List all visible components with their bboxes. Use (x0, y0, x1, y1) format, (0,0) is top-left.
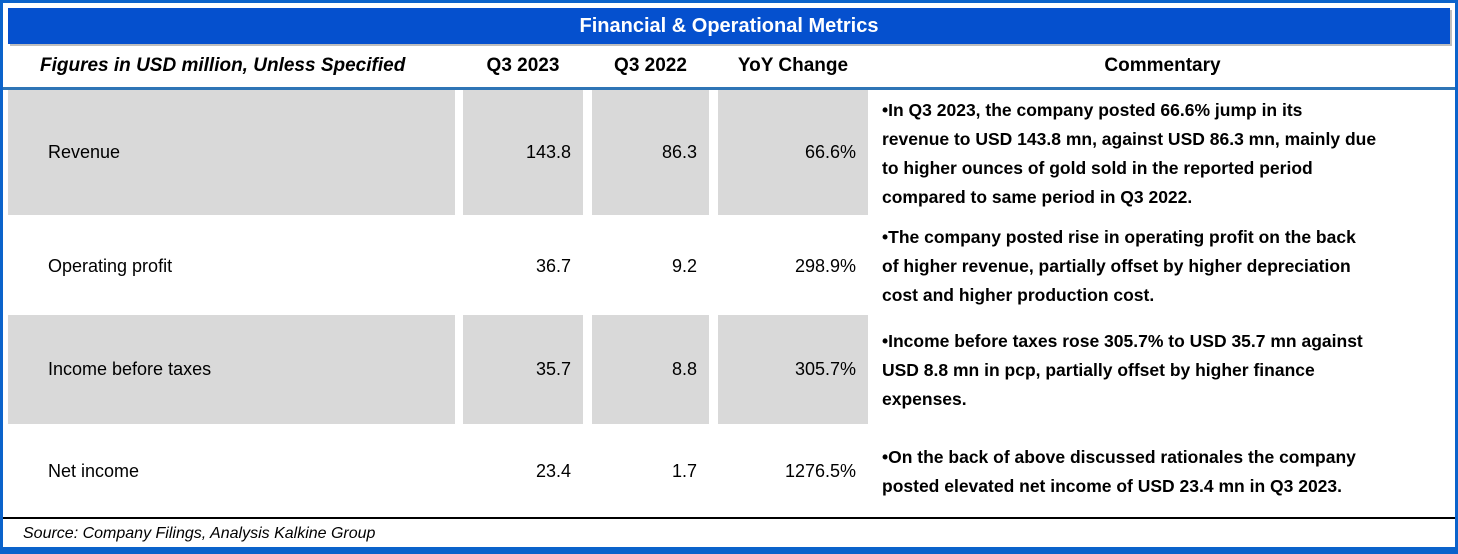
column-gap (583, 90, 592, 217)
value-q3-2022: 86.3 (592, 90, 709, 217)
value-q3-2023: 36.7 (535, 255, 571, 276)
table-title-bar: Financial & Operational Metrics (8, 8, 1450, 44)
column-gap (583, 426, 592, 517)
commentary-text: •On the back of above discussed rational… (882, 446, 1356, 496)
header-commentary: Commentary (1104, 54, 1221, 76)
column-gap (583, 315, 592, 426)
value-yoy-change: 305.7% (718, 315, 868, 426)
column-gap (455, 315, 463, 426)
column-gap (868, 315, 875, 426)
value-q3-2023: 35.7 (463, 315, 583, 426)
header-q3-2022: Q3 2022 (614, 54, 687, 76)
value-yoy-change: 298.9% (794, 255, 856, 276)
value-yoy-change: 1276.5% (784, 461, 856, 481)
column-gap (868, 426, 875, 517)
value-q3-2023: 23.4 (535, 461, 571, 481)
table-row: Operating profit 36.7 9.2 298.9% •The compan… (3, 217, 1455, 315)
column-gap (709, 315, 718, 426)
column-gap (455, 217, 463, 315)
table-row: Income before taxes 35.7 8.8 305.7% •Income … (3, 315, 1455, 426)
source-row: Source: Company Filings, Analysis Kalkin… (3, 517, 1455, 547)
value-q3-2022: 8.8 (592, 315, 709, 426)
header-figures-label: Figures in USD million, Unless Specified (40, 54, 406, 76)
table-row: Net income 23.4 1.7 1276.5% •On the back of … (3, 426, 1455, 517)
metric-label: Operating profit (48, 255, 173, 276)
metrics-rows: Revenue 143.8 86.3 66.6% •In Q3 2023, the co… (3, 90, 1455, 517)
table-header-row: Figures in USD million, Unless Specified… (3, 44, 1455, 90)
column-gap (709, 426, 718, 517)
column-gap (868, 217, 875, 315)
metric-label: Income before taxes (8, 315, 455, 426)
commentary-text: •Income before taxes rose 305.7% to USD … (882, 331, 1363, 409)
header-q3-2023: Q3 2023 (486, 54, 560, 76)
header-yoy-change: YoY Change (737, 54, 849, 76)
commentary-text: •The company posted rise in operating pr… (882, 226, 1356, 305)
column-gap (455, 90, 463, 217)
metric-label: Revenue (8, 90, 455, 217)
metric-label: Net income (48, 461, 140, 481)
column-gap (709, 90, 718, 217)
value-q3-2023: 143.8 (463, 90, 583, 217)
column-gap (868, 90, 875, 217)
commentary-text: •In Q3 2023, the company posted 66.6% ju… (882, 99, 1377, 207)
column-gap (709, 217, 718, 315)
value-q3-2022: 1.7 (671, 461, 697, 481)
column-gap (583, 217, 592, 315)
source-text: Source: Company Filings, Analysis Kalkin… (23, 524, 376, 542)
table-row: Revenue 143.8 86.3 66.6% •In Q3 2023, the co… (3, 90, 1455, 217)
column-gap (455, 426, 463, 517)
value-q3-2022: 9.2 (671, 255, 697, 276)
value-yoy-change: 66.6% (718, 90, 868, 217)
table-title: Financial & Operational Metrics (579, 14, 879, 37)
